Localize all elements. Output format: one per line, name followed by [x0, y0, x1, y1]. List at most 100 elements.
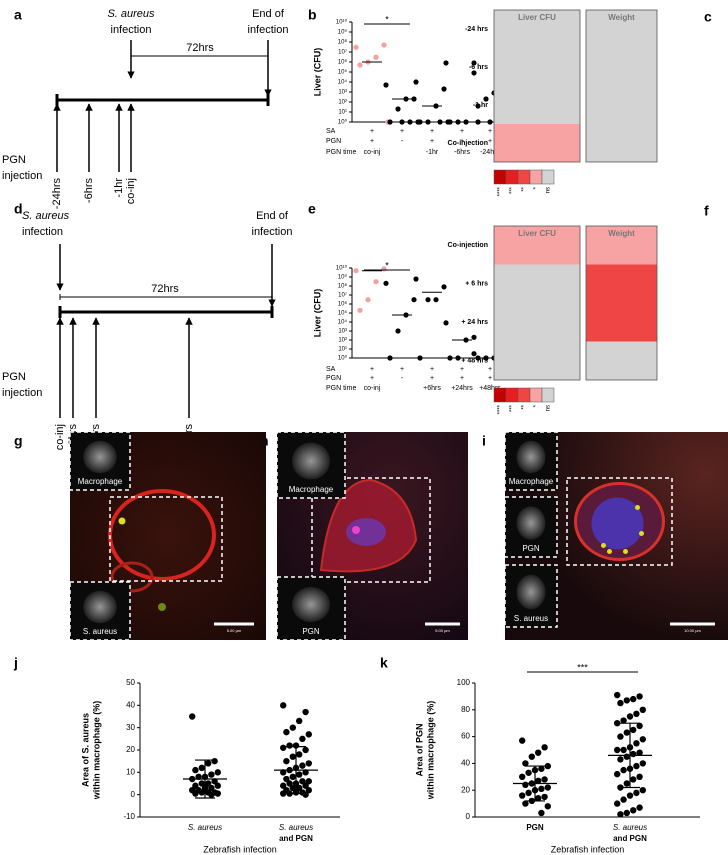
data-point — [373, 54, 379, 60]
row-cell: + — [430, 138, 434, 145]
row-cell: + — [460, 366, 464, 373]
data-point — [395, 106, 401, 112]
data-point — [541, 793, 548, 801]
x-tick-label: and PGN — [279, 834, 313, 843]
legend-label: ** — [522, 404, 528, 409]
heatmap-cell — [586, 86, 657, 124]
data-point — [626, 713, 634, 720]
data-point — [630, 776, 637, 783]
data-point — [417, 355, 423, 361]
data-point — [211, 778, 218, 785]
legend-swatch — [505, 387, 519, 403]
time-label: -6hrs — [83, 178, 95, 204]
bacteria — [607, 549, 612, 554]
nucleus — [591, 497, 644, 550]
y-tick-label: 10 — [126, 767, 135, 776]
legend-swatch — [541, 169, 555, 185]
zoom-box — [109, 496, 223, 582]
heatmap-cell — [586, 226, 657, 265]
data-point — [198, 764, 205, 772]
y-tick-label: 80 — [461, 705, 470, 714]
y-tick-label: 10³ — [338, 329, 347, 335]
row-label: Co-injection — [448, 242, 488, 249]
data-point — [528, 753, 535, 760]
data-point — [357, 307, 363, 313]
bacteria — [623, 549, 628, 554]
row-cell: + — [430, 366, 434, 373]
data-point — [305, 787, 312, 794]
data-point — [475, 103, 481, 109]
x-axis-label: Zebrafish infection — [551, 844, 625, 854]
data-point — [544, 803, 551, 810]
data-point — [626, 792, 634, 799]
data-point — [525, 769, 532, 776]
data-point — [525, 789, 532, 797]
legend-swatch — [529, 169, 543, 185]
data-point — [483, 96, 489, 102]
inset-label: S. aureus — [83, 627, 117, 636]
data-point — [189, 713, 196, 720]
inset-signal — [516, 506, 546, 540]
y-tick-label: 10⁴ — [338, 79, 348, 86]
legend-label: ns — [546, 187, 552, 193]
row-cell: +24hrs — [451, 385, 473, 392]
row-label: + 48 hrs — [461, 358, 488, 365]
legend-label: **** — [498, 186, 504, 196]
data-point — [208, 784, 215, 792]
y-tick-label: 10² — [338, 100, 347, 106]
row-cell: +6hrs — [423, 385, 441, 392]
data-point — [283, 728, 290, 736]
column-label: Weight — [608, 229, 635, 238]
y-tick-label: 10¹⁰ — [336, 265, 348, 272]
legend-swatch — [517, 387, 531, 403]
y-tick-label: 20 — [126, 745, 135, 754]
injection-label: PGN — [2, 371, 26, 383]
data-point — [441, 284, 447, 290]
data-point — [617, 699, 624, 707]
data-point — [617, 756, 624, 763]
panel-label: c — [704, 9, 712, 25]
inset-label: Macrophage — [289, 485, 334, 494]
zoom-box — [566, 477, 673, 566]
data-point — [636, 722, 643, 730]
data-point — [541, 776, 548, 783]
row-label: -24 hrs — [465, 26, 488, 33]
end-label: End of — [252, 8, 285, 20]
y-tick-label: 10¹ — [338, 110, 347, 116]
column-label: Weight — [608, 13, 635, 22]
row-label: SA — [326, 128, 336, 135]
significance-label: * — [385, 14, 389, 24]
x-tick-label: S. aureus — [613, 823, 647, 832]
data-point — [283, 775, 290, 783]
data-point — [633, 762, 640, 770]
x-tick-label: PGN — [526, 823, 544, 832]
legend-swatch — [493, 387, 507, 403]
data-point — [617, 733, 624, 740]
data-point — [636, 804, 643, 811]
data-point — [541, 744, 548, 751]
data-point — [522, 760, 529, 767]
row-cell: co-inj — [364, 385, 381, 392]
heatmap-cell — [586, 124, 657, 162]
panel-label: a — [14, 7, 22, 23]
data-point — [302, 782, 309, 789]
heatmap-cell — [494, 303, 580, 342]
data-point — [455, 355, 461, 361]
y-axis-label: Liver (CFU) — [312, 289, 322, 338]
time-label: -24hrs — [51, 178, 63, 210]
panel-label: d — [14, 201, 23, 217]
data-point — [617, 811, 624, 818]
y-tick-label: 10¹⁰ — [336, 19, 348, 26]
data-point — [198, 780, 205, 787]
data-point — [620, 796, 627, 803]
data-point — [475, 355, 481, 361]
y-tick-label: 10⁶ — [338, 301, 348, 308]
data-point — [614, 746, 621, 754]
data-point — [519, 773, 526, 780]
data-point — [302, 746, 309, 754]
inset-signal — [516, 574, 546, 610]
time-label: co-inj — [54, 424, 66, 450]
y-axis-label: Liver (CFU) — [312, 48, 322, 97]
data-point — [425, 297, 431, 303]
